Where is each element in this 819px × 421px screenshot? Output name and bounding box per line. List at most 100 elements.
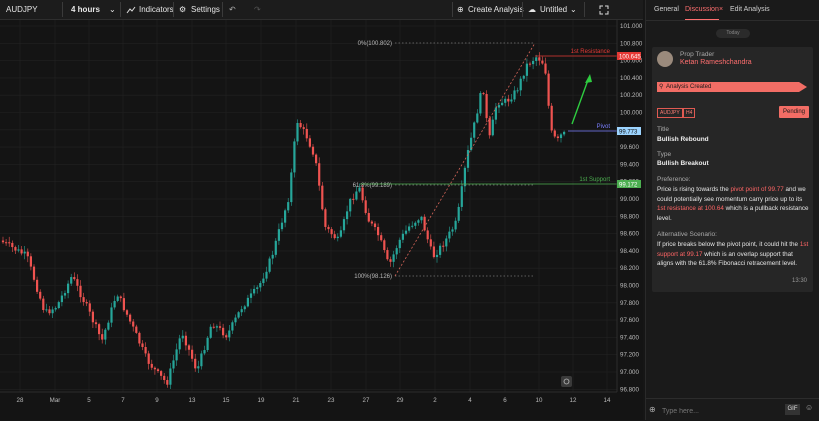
candle-body xyxy=(470,137,473,151)
price-axis-label: 100.800 xyxy=(620,40,643,47)
candle-body xyxy=(20,249,23,254)
date-axis-label: 10 xyxy=(536,397,543,404)
tab-general[interactable]: General xyxy=(654,6,679,13)
price-chart[interactable]: 0%(100.802) 61.8%(99.189) 100%(98.126) 1… xyxy=(0,20,643,420)
candle-body xyxy=(305,128,308,139)
toolbar-divider xyxy=(222,2,223,17)
preference-label: Preference: xyxy=(657,176,691,183)
fib-retracement[interactable]: 0%(100.802) 61.8%(99.189) 100%(98.126) xyxy=(353,41,536,280)
candle-body xyxy=(110,307,113,323)
date-axis-label: 5 xyxy=(87,397,91,404)
candle-body xyxy=(504,98,507,103)
price-tag-support: 99.172 xyxy=(617,180,641,189)
candle-body xyxy=(361,187,364,201)
candle-body xyxy=(398,239,401,249)
symbol-selector[interactable]: AUDJPY xyxy=(6,5,38,14)
pivot-price-tag: 99.773 xyxy=(619,130,638,136)
author-role: Prop Trader xyxy=(680,51,715,58)
date-axis-label: 2 xyxy=(433,397,437,404)
candle-body xyxy=(352,198,355,200)
candle-body xyxy=(88,303,91,312)
plus-circle-icon[interactable]: ⊕ xyxy=(649,405,656,414)
gif-button[interactable]: GIF xyxy=(785,404,800,415)
candle-body xyxy=(222,327,225,336)
candle-body xyxy=(153,367,156,370)
candle-body xyxy=(1,240,5,243)
layout-name[interactable]: Untitled xyxy=(540,5,568,14)
support-price-tag: 99.172 xyxy=(619,183,638,189)
fib-label-top: 0%(100.802) xyxy=(358,41,392,47)
candle-body xyxy=(70,277,73,284)
tab-edit-analysis[interactable]: Edit Analysis xyxy=(730,6,770,13)
candle-body xyxy=(491,119,494,136)
candle-body xyxy=(429,239,432,247)
candle-body xyxy=(284,210,287,223)
projection-arrow[interactable] xyxy=(571,74,592,125)
undo-icon[interactable]: ↶ xyxy=(229,5,236,14)
candle-body xyxy=(349,198,352,212)
candle-body xyxy=(408,226,411,231)
candle-body xyxy=(528,63,532,65)
candle-body xyxy=(476,113,479,123)
candle-body xyxy=(479,93,482,114)
candle-body xyxy=(544,63,547,74)
candle-body xyxy=(383,240,386,251)
price-tag-pivot: 99.773 xyxy=(617,127,641,136)
candle-body xyxy=(265,271,268,279)
candle-body xyxy=(212,326,215,328)
chevron-down-icon[interactable]: ⌄ xyxy=(109,5,116,14)
toolbar-divider xyxy=(120,2,121,17)
date-axis-label: 6 xyxy=(503,397,507,404)
candle-body xyxy=(160,371,163,376)
date-axis-label: 29 xyxy=(397,397,404,404)
candle-body xyxy=(473,122,476,138)
message-input[interactable] xyxy=(660,404,784,418)
candle-body xyxy=(178,338,181,350)
toolbar-divider xyxy=(173,2,174,17)
candle-body xyxy=(333,234,336,239)
candle-body xyxy=(380,235,383,241)
candle-body xyxy=(541,60,544,64)
candle-body xyxy=(501,102,504,106)
tab-discussion[interactable]: Discussion xyxy=(685,0,719,20)
create-analysis-button[interactable]: Create Analysis xyxy=(468,5,524,14)
candle-body xyxy=(156,369,160,372)
screenshot-icon[interactable] xyxy=(561,376,572,387)
candle-body xyxy=(389,259,392,262)
candle-body xyxy=(466,150,470,168)
pivot-highlight: pivot point of 99.77 xyxy=(730,186,784,193)
fib-label-bottom: 100%(98.126) xyxy=(354,274,392,280)
candle-body xyxy=(11,242,14,248)
redo-icon[interactable]: ↷ xyxy=(254,5,261,14)
preference-text-part: Price is rising towards the xyxy=(657,186,731,193)
candle-body xyxy=(485,94,488,119)
author-name: Ketan Rameshchandra xyxy=(680,59,752,66)
alt-text-part: If price breaks below the pivot point, i… xyxy=(657,241,800,248)
settings-button[interactable]: Settings xyxy=(191,5,220,14)
candle-body xyxy=(494,107,497,120)
price-axis: 101.000 100.800 100.600 100.400 100.200 100.0… xyxy=(0,20,643,404)
chart-canvas[interactable]: 0%(100.802) 61.8%(99.189) 100%(98.126) 1… xyxy=(0,20,643,420)
support-line[interactable]: 1st Support xyxy=(360,177,617,185)
support-label: 1st Support xyxy=(579,177,610,183)
candle-body xyxy=(318,163,321,186)
date-axis-label: 23 xyxy=(328,397,335,404)
date-axis-label: 19 xyxy=(258,397,265,404)
candle-body xyxy=(231,322,234,331)
pivot-line[interactable]: Pivot xyxy=(568,124,617,132)
fullscreen-icon[interactable] xyxy=(599,0,609,19)
indicators-button[interactable]: Indicators xyxy=(139,5,174,14)
plus-circle-icon: ⊕ xyxy=(457,5,464,14)
close-icon[interactable]: × xyxy=(719,6,724,13)
price-axis-label: 100.400 xyxy=(620,75,643,82)
date-axis-label: 13 xyxy=(189,397,196,404)
candle-body xyxy=(67,283,70,294)
resistance-line[interactable]: 1st Resistance xyxy=(535,49,617,57)
interval-selector[interactable]: 4 hours xyxy=(71,5,100,14)
candle-body xyxy=(187,345,191,350)
emoji-icon[interactable]: ☺ xyxy=(805,403,814,412)
candle-body xyxy=(141,343,144,348)
candle-body xyxy=(172,360,175,369)
chevron-down-icon[interactable]: ⌄ xyxy=(570,5,577,14)
candle-body xyxy=(411,225,414,227)
